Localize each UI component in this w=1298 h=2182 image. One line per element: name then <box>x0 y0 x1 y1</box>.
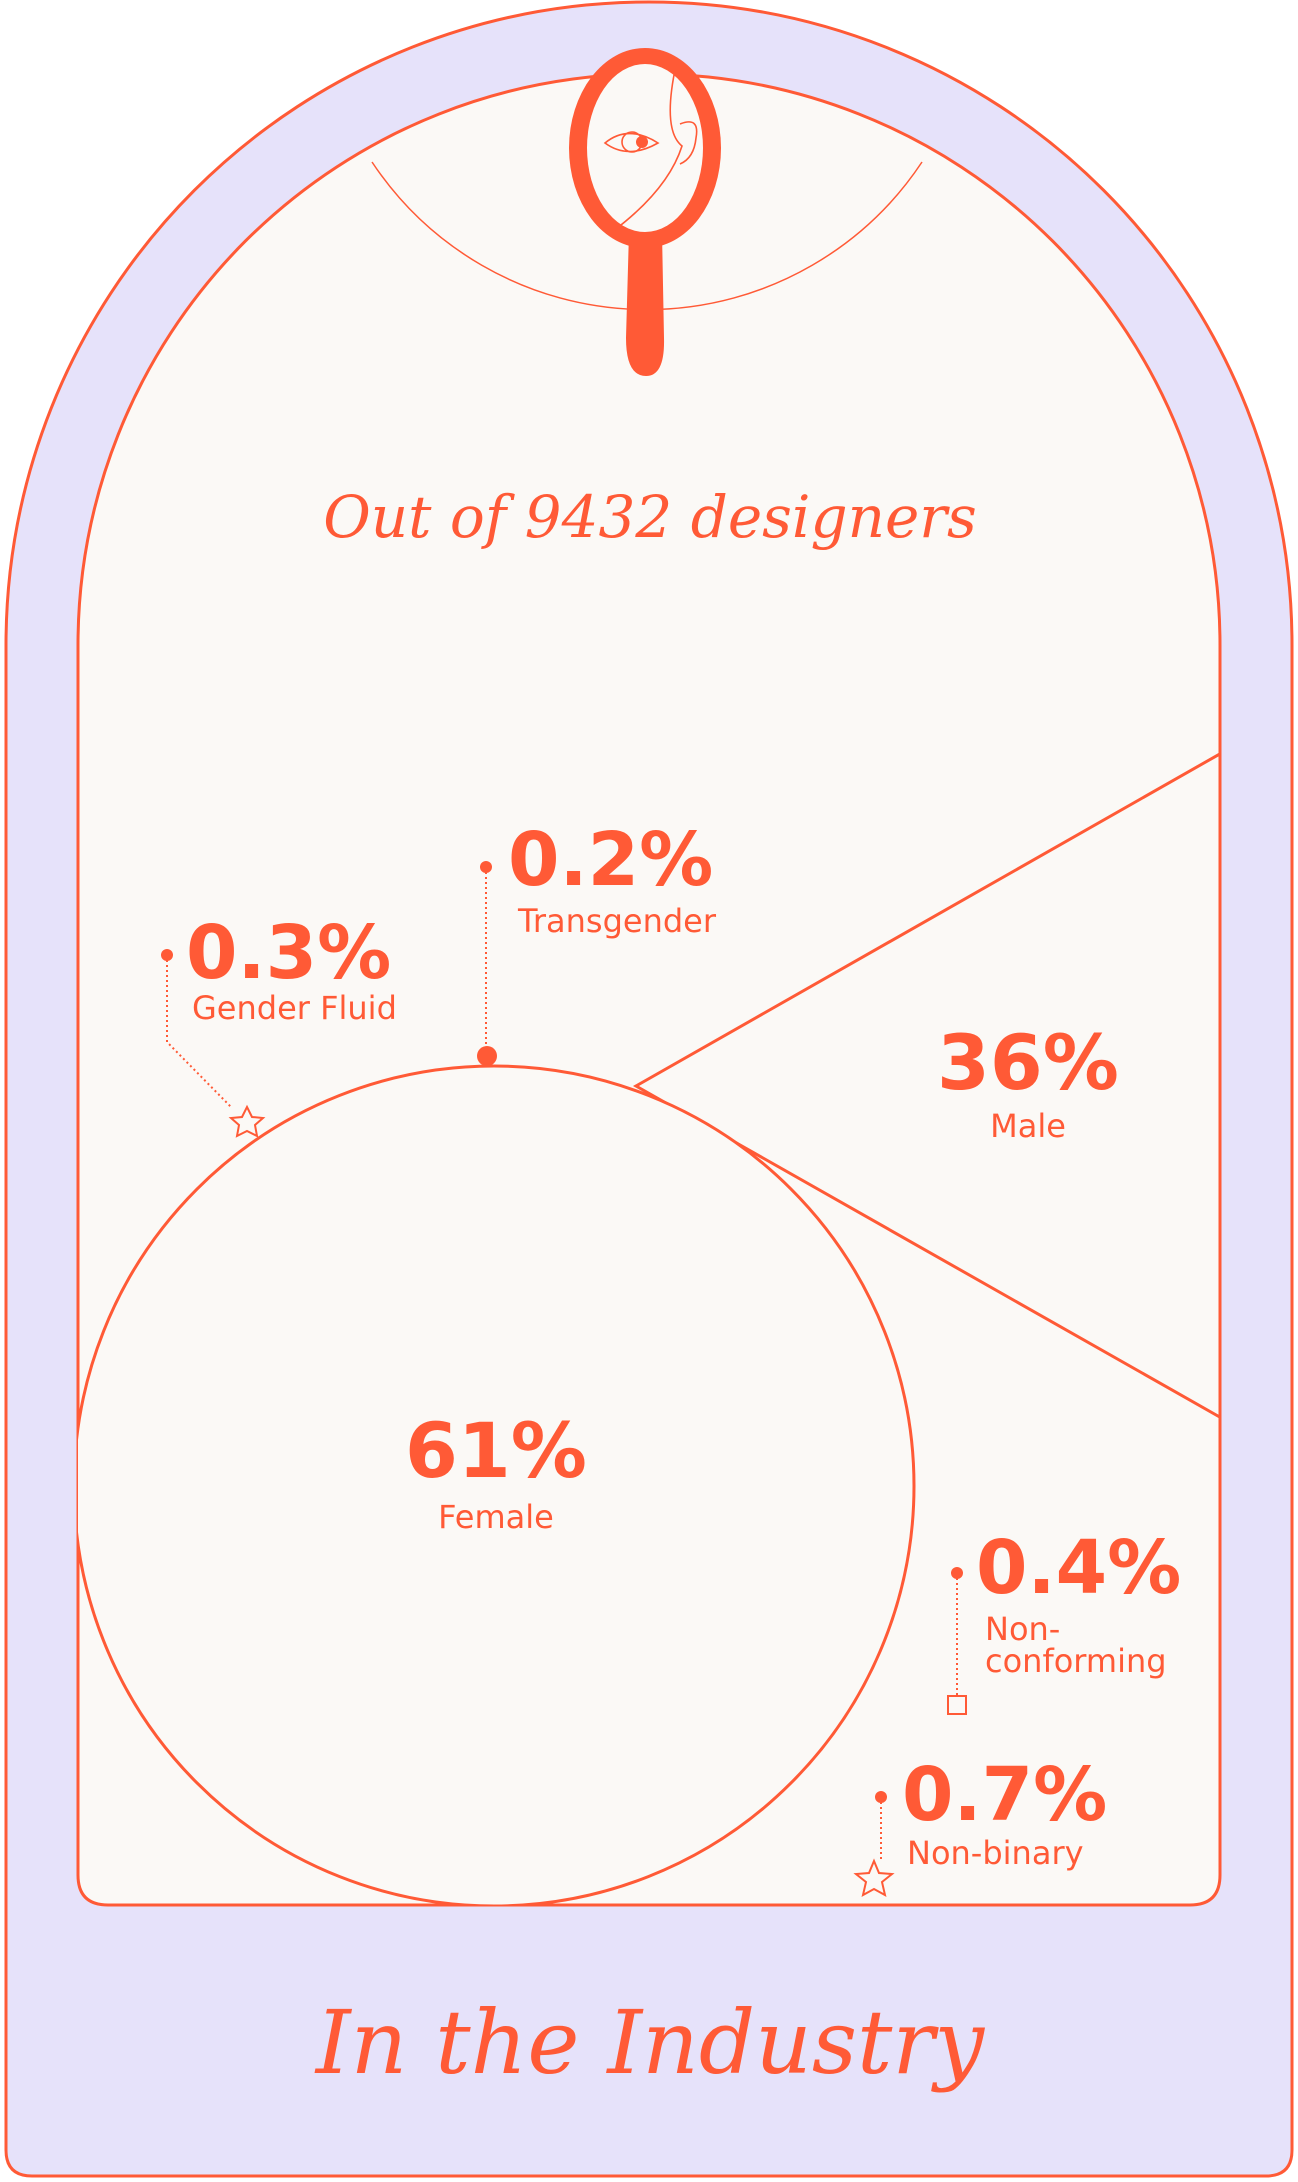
male-value: 36% <box>937 1018 1119 1107</box>
female-value: 61% <box>405 1406 587 1495</box>
female-slice <box>78 1064 916 1905</box>
star-icon <box>228 1104 266 1138</box>
non-conforming-label-line1: Non- <box>985 1610 1060 1648</box>
pie-chart <box>78 749 1220 1905</box>
male-slice <box>632 749 1220 1422</box>
non-binary-callout: 0.7% Non-binary <box>853 1752 1107 1897</box>
gender-fluid-callout: 0.3% Gender Fluid <box>161 910 397 1138</box>
gender-fluid-value: 0.3% <box>186 910 391 996</box>
transgender-value: 0.2% <box>508 817 713 903</box>
hand-mirror-icon <box>569 48 721 376</box>
non-binary-label: Non-binary <box>907 1834 1084 1872</box>
non-conforming-label-line2: conforming <box>985 1642 1167 1680</box>
transgender-callout: 0.2% Transgender <box>477 817 717 1066</box>
star-icon <box>853 1858 895 1897</box>
subtitle: Out of 9432 designers <box>323 483 977 551</box>
square-icon <box>947 1695 967 1715</box>
non-binary-value: 0.7% <box>902 1752 1107 1838</box>
footer-title: In the Industry <box>314 1991 986 2094</box>
gender-fluid-label: Gender Fluid <box>192 989 397 1027</box>
female-label: Female <box>438 1498 554 1536</box>
non-conforming-callout: 0.4% Non- conforming <box>947 1525 1181 1715</box>
non-conforming-value: 0.4% <box>976 1525 1181 1611</box>
transgender-label: Transgender <box>517 902 717 940</box>
male-label: Male <box>990 1107 1066 1145</box>
